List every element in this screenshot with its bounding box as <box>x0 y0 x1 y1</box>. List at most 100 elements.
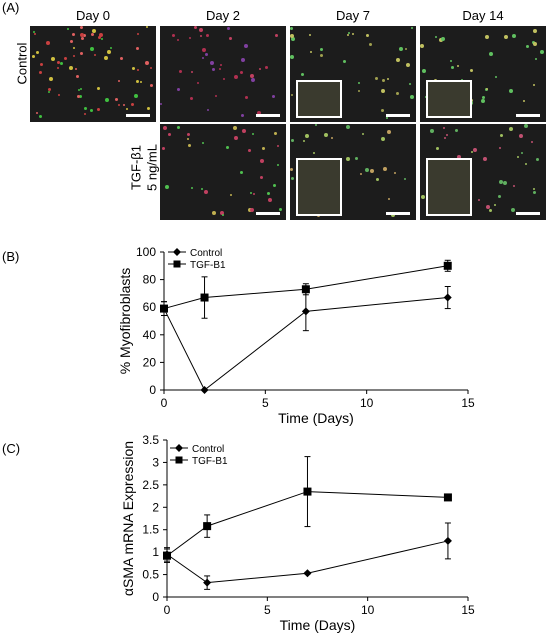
cell-dot <box>451 66 454 69</box>
y-tick-label: 2 <box>152 500 159 514</box>
cell-dot <box>248 149 251 152</box>
cell-dot <box>540 50 544 54</box>
cell-dot <box>191 71 193 73</box>
cell-dot <box>382 79 385 82</box>
cell-dot <box>267 192 270 195</box>
cell-dot <box>244 44 248 48</box>
cell-dot <box>366 34 369 37</box>
cell-dot <box>98 36 101 39</box>
data-point-square <box>303 487 312 496</box>
cell-dot <box>369 43 372 46</box>
cell-dot <box>188 144 191 147</box>
cell-dot <box>381 89 385 93</box>
cell-dot <box>471 151 473 153</box>
legend-marker-square <box>175 456 183 464</box>
cell-dot <box>226 146 229 149</box>
cell-dot <box>105 98 109 102</box>
cell-dot <box>76 75 79 78</box>
cell-dot <box>136 47 139 50</box>
cell-dot <box>388 198 390 200</box>
cell-dot <box>483 157 487 161</box>
cell-dot <box>194 26 197 29</box>
zoom-inset <box>426 80 472 118</box>
cell-dot <box>309 34 311 36</box>
x-tick-label: 15 <box>461 396 475 410</box>
cell-dot <box>486 88 488 90</box>
y-tick-label: 80 <box>143 273 157 287</box>
cell-dot <box>190 97 193 100</box>
cell-dot <box>60 62 63 65</box>
y-tick-label: 1 <box>152 545 159 559</box>
scale-bar <box>256 114 280 117</box>
cell-dot <box>58 94 60 96</box>
cell-dot <box>222 214 224 216</box>
micrograph-control-day-2 <box>160 26 286 122</box>
series-line-tgf-b1 <box>163 265 448 310</box>
cell-dot <box>409 83 411 85</box>
cell-dot <box>234 136 238 140</box>
cell-dot <box>118 104 120 106</box>
cell-dot <box>485 35 489 39</box>
cell-dot <box>457 65 459 67</box>
cell-dot <box>430 129 434 133</box>
y-tick-label: 60 <box>143 300 157 314</box>
cell-dot <box>163 126 167 130</box>
cell-dot <box>97 108 100 111</box>
y-tick-label: 1.5 <box>142 523 159 537</box>
cell-dot <box>277 164 279 166</box>
cell-dot <box>245 96 248 99</box>
column-label-day-2: Day 2 <box>206 8 240 23</box>
cell-dot <box>150 67 152 69</box>
y-tick-label: 2.5 <box>142 478 159 492</box>
cell-dot <box>136 80 139 83</box>
cell-dot <box>358 90 360 92</box>
scale-bar <box>126 114 150 117</box>
legend-label-tgf-b1: TGF-B1 <box>190 260 226 271</box>
cell-dot <box>533 42 537 46</box>
cell-dot <box>290 27 293 30</box>
cell-dot <box>206 34 209 37</box>
cell-dot <box>115 98 118 101</box>
cell-dot <box>436 147 439 150</box>
micrograph-tgf-day-2 <box>160 124 286 220</box>
series-line-tgf-b1 <box>166 491 448 557</box>
cell-dot <box>526 45 529 48</box>
cell-dot <box>358 82 360 84</box>
cell-dot <box>253 193 255 195</box>
cell-dot <box>331 137 333 139</box>
cell-dot <box>202 142 204 144</box>
y-axis-label: αSMA mRNA Expression <box>120 441 136 596</box>
cell-dot <box>259 68 261 70</box>
cell-dot <box>441 37 445 41</box>
data-point-square <box>200 293 209 302</box>
cell-dot <box>233 126 237 130</box>
cell-dot <box>223 78 225 80</box>
cell-dot <box>140 81 142 83</box>
cell-dot <box>145 61 149 65</box>
cell-dot <box>165 185 169 189</box>
cell-dot <box>202 48 206 52</box>
cell-dot <box>324 133 328 137</box>
cell-dot <box>277 145 279 147</box>
column-label-day-14: Day 14 <box>462 8 504 23</box>
legend-label-control: Control <box>192 444 224 455</box>
cell-dot <box>499 180 503 184</box>
cell-dot <box>504 35 508 39</box>
cell-dot <box>64 57 67 60</box>
y-axis-label: % Myofibroblasts <box>117 268 133 375</box>
cell-dot <box>521 152 523 154</box>
cell-dot <box>470 69 473 72</box>
cell-dot <box>250 192 252 194</box>
data-point-diamond <box>301 307 310 316</box>
cell-dot <box>77 95 80 98</box>
cell-dot <box>411 27 413 29</box>
cell-dot <box>482 96 485 99</box>
zoom-inset <box>296 80 342 118</box>
cell-dot <box>84 113 86 115</box>
cell-dot <box>177 126 180 129</box>
data-point-square <box>443 493 452 502</box>
cell-dot <box>197 82 199 84</box>
cell-dot <box>262 147 265 150</box>
cell-dot <box>177 88 180 91</box>
cell-dot <box>386 117 388 119</box>
